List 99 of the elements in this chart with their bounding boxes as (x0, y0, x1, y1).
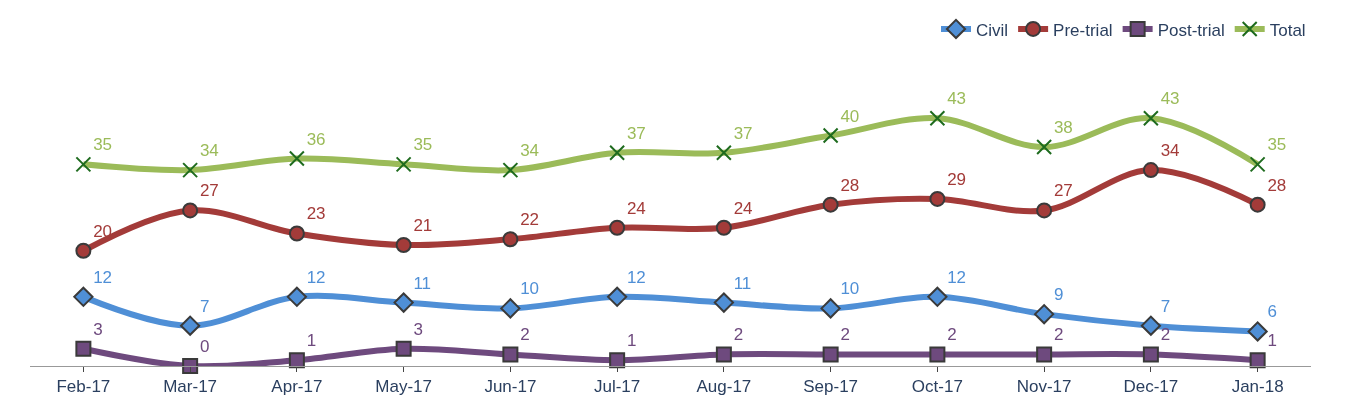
point (929, 346, 946, 363)
point (75, 340, 92, 357)
data-label: 12 (947, 267, 967, 287)
legend-label: Total (1269, 20, 1306, 40)
point (822, 346, 839, 363)
data-label: 28 (1267, 175, 1287, 195)
legend-label: Civil (976, 20, 1009, 40)
data-label: 1 (1267, 331, 1277, 351)
data-label: 12 (626, 267, 646, 287)
point (1036, 346, 1053, 363)
point (1142, 346, 1159, 363)
point (929, 190, 946, 207)
data-label: 34 (199, 141, 219, 161)
data-label: 35 (1267, 135, 1287, 155)
data-label: 10 (840, 279, 860, 299)
data-label: 37 (626, 123, 646, 143)
data-label: 27 (1053, 181, 1073, 201)
data-label: 2 (733, 325, 744, 345)
point (1142, 162, 1159, 179)
x-tick-label: Jun-17 (484, 377, 537, 397)
point (609, 352, 626, 369)
x-tick-label: May-17 (375, 377, 432, 397)
point (1034, 304, 1055, 325)
point (822, 196, 839, 213)
x-tick-label: Mar-17 (163, 377, 218, 397)
data-label: 28 (840, 175, 860, 195)
point (715, 346, 732, 363)
data-label: 34 (1160, 141, 1180, 161)
point (607, 286, 628, 307)
data-label: 36 (306, 129, 326, 149)
point (180, 315, 201, 336)
point (820, 298, 841, 319)
point (1249, 352, 1266, 369)
data-label: 1 (626, 331, 637, 351)
point (288, 225, 305, 242)
point (182, 202, 199, 219)
data-label: 43 (947, 89, 967, 109)
data-label: 3 (93, 319, 103, 339)
data-label: 35 (93, 135, 113, 155)
data-label: 29 (947, 169, 967, 189)
point (502, 231, 519, 248)
data-label: 7 (1160, 296, 1171, 316)
data-label: 11 (733, 273, 752, 293)
data-label: 27 (199, 181, 219, 201)
data-label: 2 (520, 325, 530, 345)
data-label: 34 (520, 141, 540, 161)
data-label: 37 (733, 123, 753, 143)
data-label: 2 (1053, 325, 1064, 345)
data-label: 7 (199, 296, 210, 316)
point (286, 286, 307, 307)
point (1036, 202, 1053, 219)
data-label: 24 (733, 198, 753, 218)
data-label: 10 (520, 279, 540, 299)
point (75, 242, 92, 259)
data-label: 12 (93, 267, 113, 287)
x-tick-label: Sep-17 (803, 377, 859, 397)
data-label: 1 (306, 331, 317, 351)
x-tick-label: Oct-17 (911, 377, 963, 397)
data-label: 2 (947, 325, 957, 345)
x-tick-label: Apr-17 (271, 377, 323, 397)
point (395, 340, 412, 357)
data-label: 43 (1160, 89, 1180, 109)
point (502, 346, 519, 363)
data-label: 40 (840, 106, 860, 126)
data-label: 0 (199, 337, 210, 356)
data-label: 21 (413, 216, 433, 236)
x-tick-label: Feb-17 (56, 377, 111, 397)
point (73, 286, 94, 307)
data-label: 11 (413, 273, 432, 293)
data-label: 2 (840, 325, 850, 345)
data-label: 24 (626, 198, 646, 218)
point (1247, 321, 1268, 342)
point (927, 286, 948, 307)
point (1249, 196, 1266, 213)
data-label: 12 (306, 267, 326, 287)
point (713, 292, 734, 313)
data-label: 38 (1053, 118, 1073, 138)
data-label: 23 (306, 204, 326, 224)
data-label: 3 (413, 319, 423, 339)
legend-label: Pre-trial (1053, 20, 1113, 40)
x-tick-label: Dec-17 (1123, 377, 1179, 397)
data-label: 2 (1160, 325, 1171, 345)
data-label: 35 (413, 135, 433, 155)
point (182, 358, 199, 374)
point (288, 352, 305, 369)
point (395, 237, 412, 253)
data-label: 9 (1053, 285, 1064, 305)
point (715, 219, 732, 236)
x-tick-label: Nov-17 (1016, 377, 1072, 397)
data-label: 22 (520, 210, 540, 230)
x-tick-label: Jan-18 (1231, 377, 1284, 397)
point (500, 298, 521, 319)
point (1140, 315, 1161, 336)
x-tick-label: Jul-17 (593, 377, 641, 397)
x-tick-label: Aug-17 (696, 377, 752, 397)
point (609, 219, 626, 236)
point (393, 292, 414, 313)
data-label: 6 (1267, 302, 1277, 322)
legend-label: Post-trial (1157, 20, 1225, 40)
